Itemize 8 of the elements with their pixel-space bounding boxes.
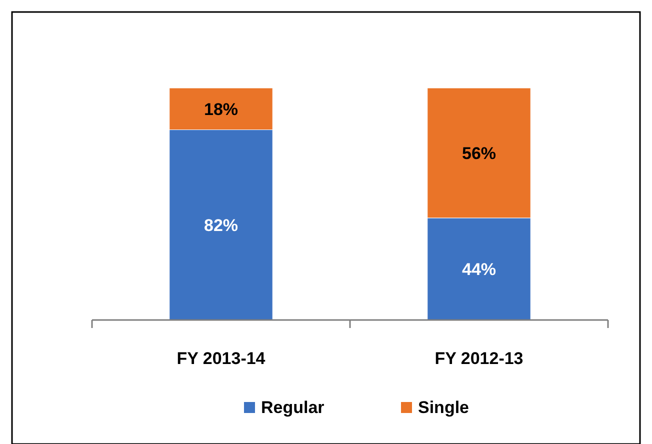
legend-label: Regular [261,398,325,417]
data-label: 56% [462,144,496,163]
x-tick-label: FY 2012-13 [434,349,524,368]
x-tick-label: FY 2013-14 [176,349,266,368]
data-label: 44% [462,260,496,279]
legend-label: Single [418,398,470,417]
data-label: 18% [204,100,238,119]
data-label: 82% [204,216,238,235]
